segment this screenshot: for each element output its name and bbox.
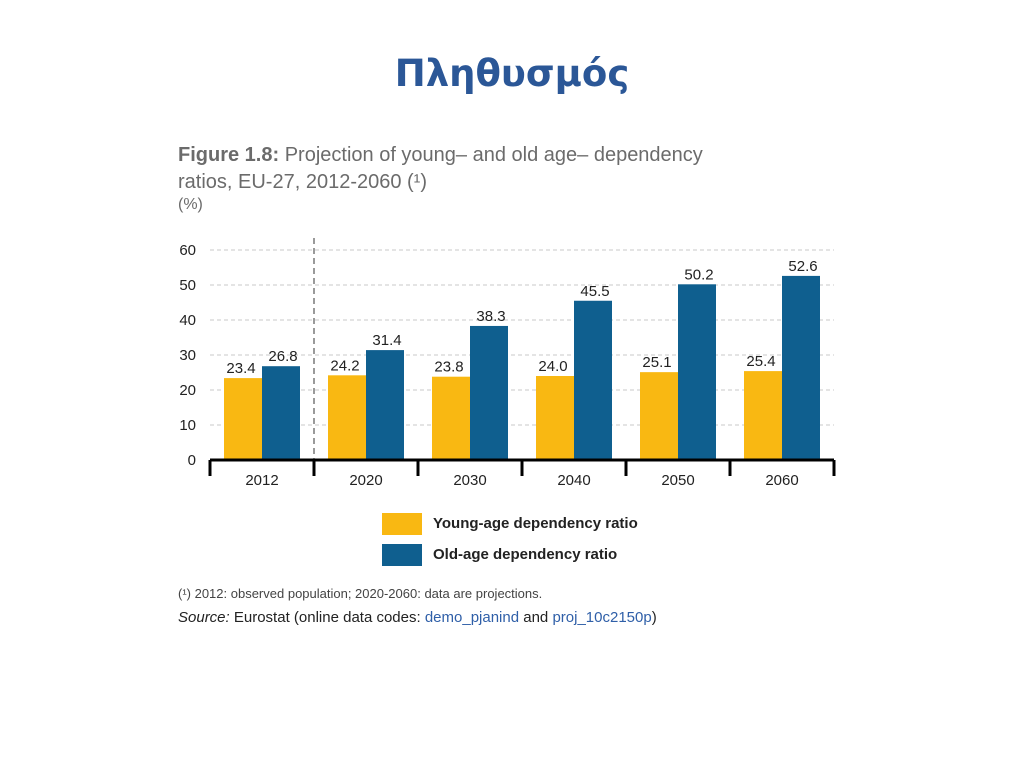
x-tick-label: 2020: [349, 472, 382, 489]
bar-young-2060: [744, 371, 782, 460]
data-label: 23.8: [434, 359, 463, 376]
x-tick-label: 2012: [245, 472, 278, 489]
y-tick-label: 40: [179, 312, 196, 329]
y-tick-label: 20: [179, 382, 196, 399]
y-tick-label: 10: [179, 417, 196, 434]
bar-chart: 010203040506023.426.8201224.231.4202023.…: [179, 238, 836, 489]
data-label: 52.6: [788, 258, 817, 275]
bar-old-2030: [470, 325, 508, 460]
data-label: 24.0: [538, 358, 567, 375]
bar-young-2050: [640, 372, 678, 460]
bar-old-2020: [366, 350, 404, 460]
data-label: 26.8: [268, 348, 297, 365]
bar-old-2040: [574, 300, 612, 460]
data-label: 50.2: [684, 266, 713, 283]
x-tick-label: 2050: [661, 472, 694, 489]
data-label: 38.3: [476, 308, 505, 325]
bar-young-2012: [224, 378, 262, 460]
chart-legend: Young-age dependency ratio Old-age depen…: [382, 508, 638, 570]
data-label: 45.5: [580, 283, 609, 300]
legend-item-old: Old-age dependency ratio: [382, 539, 638, 570]
y-tick-label: 30: [179, 347, 196, 364]
source-link-proj-10c2150p[interactable]: proj_10c2150p: [552, 609, 652, 626]
y-tick-label: 0: [188, 452, 196, 469]
figure-unit: (%): [178, 196, 203, 213]
legend-swatch-young: [382, 512, 422, 535]
figure-title-line2: ratios, EU-27, 2012-2060 (¹): [178, 171, 428, 193]
bar-old-2012: [262, 366, 300, 460]
bar-old-2050: [678, 284, 716, 460]
source-link-demo-pjanind[interactable]: demo_pjanind: [424, 609, 520, 626]
legend-swatch-old: [382, 543, 422, 566]
figure-title-text: Projection of young– and old age– depend…: [279, 144, 703, 166]
bar-young-2040: [536, 376, 574, 460]
source-line: Source: Eurostat (online data codes: dem…: [178, 609, 657, 626]
data-label: 31.4: [372, 332, 401, 349]
bar-young-2030: [432, 376, 470, 460]
source-text-1: Eurostat (online data codes:: [229, 609, 425, 626]
legend-label-old: Old-age dependency ratio: [433, 546, 618, 563]
source-text-3: ): [651, 609, 657, 626]
data-label: 24.2: [330, 357, 359, 374]
footnote: (¹) 2012: observed population; 2020-2060…: [178, 586, 543, 601]
data-label: 25.1: [642, 354, 671, 371]
y-tick-label: 60: [179, 242, 196, 259]
data-label: 25.4: [746, 353, 775, 370]
bar-old-2060: [782, 275, 820, 460]
figure-title: Figure 1.8: Projection of young– and old…: [178, 142, 818, 196]
figure-label: Figure 1.8:: [178, 144, 280, 166]
data-label: 23.4: [226, 360, 255, 377]
source-text-2: and: [519, 609, 553, 626]
x-tick-label: 2030: [453, 472, 486, 489]
source-prefix: Source:: [178, 609, 230, 626]
legend-label-young: Young-age dependency ratio: [433, 515, 638, 532]
y-tick-label: 50: [179, 277, 196, 294]
legend-item-young: Young-age dependency ratio: [382, 508, 638, 539]
slide-title: Πληθυσμός: [394, 52, 630, 95]
x-tick-label: 2040: [557, 472, 590, 489]
bar-young-2020: [328, 375, 366, 460]
x-tick-label: 2060: [765, 472, 798, 489]
